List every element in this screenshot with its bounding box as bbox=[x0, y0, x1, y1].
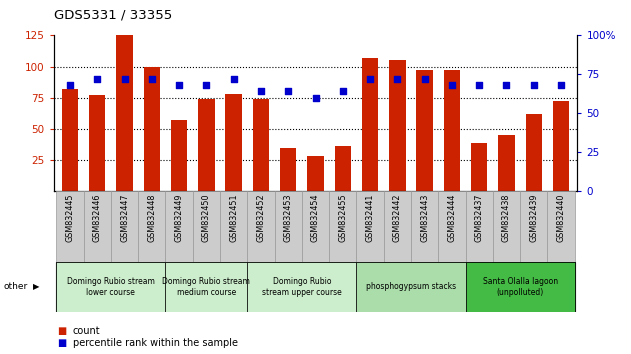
Text: Domingo Rubio stream
medium course: Domingo Rubio stream medium course bbox=[162, 277, 251, 297]
Text: GSM832440: GSM832440 bbox=[557, 193, 565, 242]
Text: ■: ■ bbox=[57, 338, 66, 348]
Bar bbox=[389, 60, 406, 191]
Point bbox=[65, 82, 75, 88]
Text: other: other bbox=[3, 282, 27, 291]
Text: GSM832448: GSM832448 bbox=[147, 193, 156, 242]
Bar bbox=[498, 135, 515, 191]
Bar bbox=[253, 99, 269, 191]
Text: phosphogypsum stacks: phosphogypsum stacks bbox=[366, 282, 456, 291]
Point bbox=[201, 82, 211, 88]
Point bbox=[174, 82, 184, 88]
Bar bbox=[56, 191, 84, 262]
Text: Santa Olalla lagoon
(unpolluted): Santa Olalla lagoon (unpolluted) bbox=[483, 277, 558, 297]
Point bbox=[502, 82, 512, 88]
Point bbox=[147, 76, 157, 82]
Bar bbox=[357, 191, 384, 262]
Bar bbox=[334, 146, 351, 191]
Bar bbox=[471, 143, 487, 191]
Bar bbox=[247, 262, 357, 312]
Text: Domingo Rubio
stream upper course: Domingo Rubio stream upper course bbox=[262, 277, 342, 297]
Text: GSM832450: GSM832450 bbox=[202, 193, 211, 242]
Text: GSM832446: GSM832446 bbox=[93, 193, 102, 242]
Bar bbox=[416, 70, 433, 191]
Bar bbox=[198, 99, 215, 191]
Point bbox=[228, 76, 239, 82]
Bar bbox=[466, 262, 575, 312]
Bar bbox=[247, 191, 274, 262]
Bar bbox=[307, 156, 324, 191]
Bar bbox=[84, 191, 111, 262]
Text: GSM832445: GSM832445 bbox=[66, 193, 74, 242]
Bar bbox=[444, 70, 460, 191]
Point bbox=[256, 88, 266, 94]
Bar bbox=[144, 67, 160, 191]
Bar bbox=[466, 191, 493, 262]
Bar bbox=[553, 102, 569, 191]
Text: GSM832439: GSM832439 bbox=[529, 193, 538, 242]
Text: GSM832443: GSM832443 bbox=[420, 193, 429, 242]
Bar bbox=[56, 262, 165, 312]
Text: GSM832437: GSM832437 bbox=[475, 193, 484, 242]
Bar bbox=[302, 191, 329, 262]
Bar bbox=[62, 89, 78, 191]
Bar bbox=[411, 191, 439, 262]
Point bbox=[420, 76, 430, 82]
Bar bbox=[362, 58, 378, 191]
Bar bbox=[357, 262, 466, 312]
Point bbox=[338, 88, 348, 94]
Text: GDS5331 / 33355: GDS5331 / 33355 bbox=[54, 8, 172, 21]
Text: GSM832447: GSM832447 bbox=[120, 193, 129, 242]
Bar bbox=[165, 191, 192, 262]
Point bbox=[447, 82, 457, 88]
Text: GSM832441: GSM832441 bbox=[365, 193, 375, 242]
Bar bbox=[192, 191, 220, 262]
Text: GSM832438: GSM832438 bbox=[502, 193, 511, 242]
Text: GSM832449: GSM832449 bbox=[175, 193, 184, 242]
Bar bbox=[384, 191, 411, 262]
Bar bbox=[280, 148, 297, 191]
Text: Domingo Rubio stream
lower course: Domingo Rubio stream lower course bbox=[67, 277, 155, 297]
Bar bbox=[274, 191, 302, 262]
Bar bbox=[547, 191, 575, 262]
Text: GSM832453: GSM832453 bbox=[284, 193, 293, 242]
Text: GSM832444: GSM832444 bbox=[447, 193, 456, 242]
Bar bbox=[520, 191, 547, 262]
Text: GSM832455: GSM832455 bbox=[338, 193, 347, 242]
Bar bbox=[165, 262, 247, 312]
Text: GSM832442: GSM832442 bbox=[393, 193, 402, 242]
Bar bbox=[89, 95, 105, 191]
Point bbox=[310, 95, 321, 101]
Point bbox=[365, 76, 375, 82]
Text: ▶: ▶ bbox=[33, 282, 39, 291]
Point bbox=[92, 76, 102, 82]
Bar bbox=[111, 191, 138, 262]
Text: GSM832454: GSM832454 bbox=[311, 193, 320, 242]
Bar bbox=[220, 191, 247, 262]
Bar bbox=[329, 191, 357, 262]
Bar bbox=[493, 191, 520, 262]
Bar bbox=[526, 114, 542, 191]
Text: GSM832451: GSM832451 bbox=[229, 193, 238, 242]
Bar bbox=[225, 94, 242, 191]
Point bbox=[556, 82, 566, 88]
Text: count: count bbox=[73, 326, 100, 336]
Point bbox=[529, 82, 539, 88]
Bar bbox=[116, 35, 133, 191]
Point bbox=[474, 82, 484, 88]
Text: percentile rank within the sample: percentile rank within the sample bbox=[73, 338, 237, 348]
Text: ■: ■ bbox=[57, 326, 66, 336]
Text: GSM832452: GSM832452 bbox=[256, 193, 266, 242]
Point bbox=[283, 88, 293, 94]
Point bbox=[119, 76, 129, 82]
Point bbox=[392, 76, 403, 82]
Bar bbox=[439, 191, 466, 262]
Bar bbox=[138, 191, 165, 262]
Bar bbox=[171, 120, 187, 191]
